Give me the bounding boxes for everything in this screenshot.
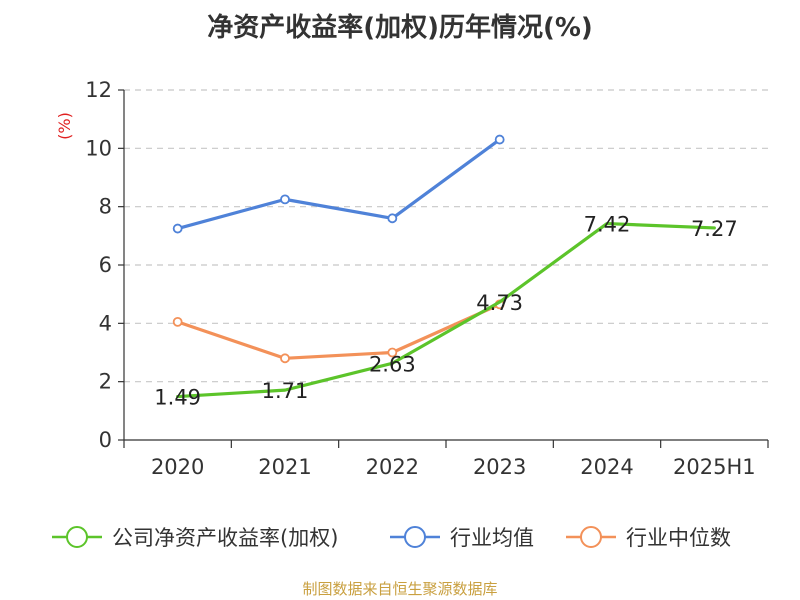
data-label: 7.42 — [584, 213, 631, 237]
x-tick-label: 2024 — [580, 455, 633, 479]
data-point — [172, 223, 183, 234]
data-point — [387, 213, 398, 224]
y-tick-label: 2 — [99, 370, 112, 394]
y-tick-label: 12 — [85, 78, 112, 102]
legend-marker — [66, 526, 88, 548]
data-point — [494, 134, 505, 145]
legend: 公司净资产收益率(加权) 行业均值 行业中位数 — [52, 526, 731, 550]
data-point — [387, 347, 398, 358]
y-tick-label: 6 — [99, 253, 112, 277]
grid-lines — [124, 89, 768, 383]
y-tick-label: 8 — [99, 195, 112, 219]
x-tick-label: 2025H1 — [673, 455, 756, 479]
legend-label: 公司净资产收益率(加权) — [112, 526, 338, 550]
y-tick-label: 4 — [99, 311, 112, 335]
data-point — [280, 353, 290, 364]
chart-title: 净资产收益率(加权)历年情况(%) — [207, 12, 593, 43]
data-label: 2.63 — [369, 352, 416, 376]
x-tick-label: 2022 — [366, 455, 419, 479]
legend-marker — [580, 526, 602, 548]
data-point — [172, 316, 183, 327]
y-tick-label: 10 — [85, 136, 112, 160]
series-line — [176, 302, 502, 360]
data-labels: 1.49 1.71 2.63 4.73 7.42 7.27 — [154, 213, 737, 410]
data-label: 7.27 — [691, 217, 738, 241]
data-label: 4.73 — [476, 291, 523, 315]
data-point — [280, 194, 290, 205]
series-line — [176, 221, 716, 399]
legend-label: 行业均值 — [450, 526, 534, 550]
x-tick-label: 2021 — [258, 455, 311, 479]
series-lines — [172, 134, 716, 399]
x-tick-label: 2020 — [151, 455, 204, 479]
legend-label: 行业中位数 — [626, 526, 731, 550]
y-axis-label: (%) — [55, 112, 74, 140]
data-label: 1.49 — [154, 386, 201, 410]
y-tick-label: 0 — [99, 428, 112, 452]
legend-marker — [404, 526, 426, 548]
series-line — [176, 137, 502, 231]
data-label: 1.71 — [262, 379, 309, 403]
axes: 0 2 4 6 8 10 12 2020 2021 2022 2023 2024 2025H1 — [85, 78, 769, 479]
x-tick-label: 2023 — [473, 455, 526, 479]
source-note: 制图数据来自恒生聚源数据库 — [302, 580, 497, 598]
